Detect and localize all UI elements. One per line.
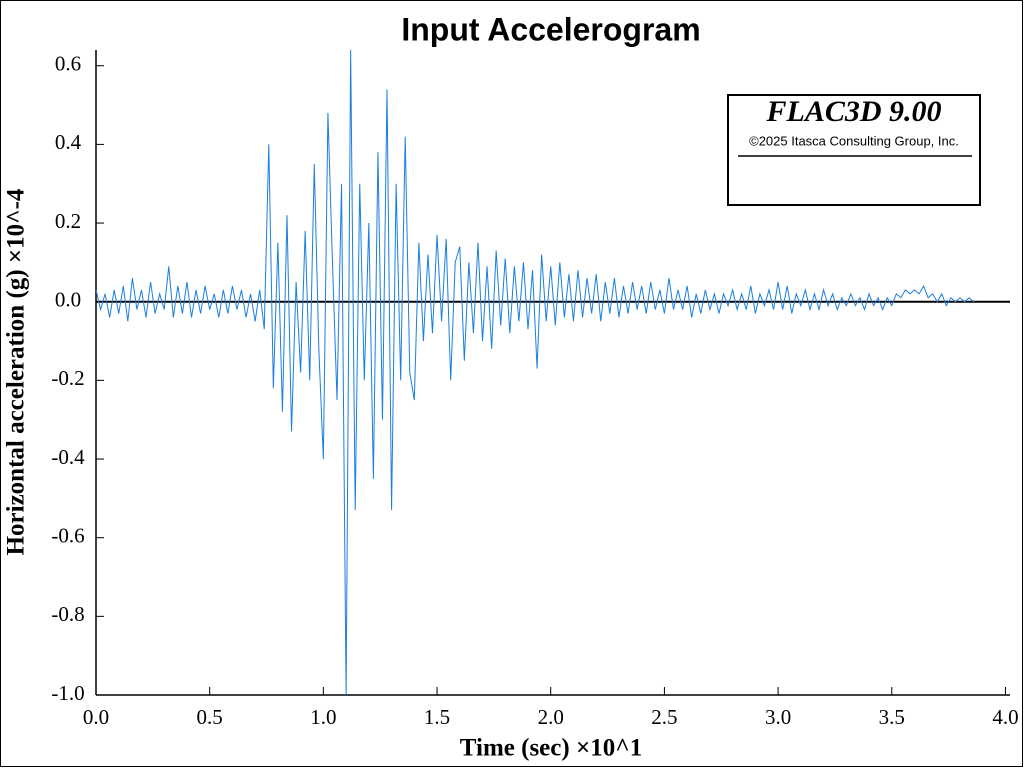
x-tick-label: 3.0 bbox=[765, 705, 791, 729]
x-axis-label: Time (sec) ×10^1 bbox=[460, 735, 642, 762]
y-tick-label: -0.6 bbox=[51, 523, 84, 547]
y-axis-label: Horizontal acceleration (g) ×10^-4 bbox=[3, 188, 30, 555]
y-tick-label: -1.0 bbox=[51, 681, 84, 705]
data-line bbox=[95, 49, 974, 696]
y-tick-label: -0.4 bbox=[51, 445, 85, 469]
x-tick-label: 4.0 bbox=[992, 705, 1018, 729]
y-tick-label: 0.4 bbox=[55, 130, 82, 154]
legend-box bbox=[727, 94, 981, 206]
y-tick-label: 0.0 bbox=[55, 288, 81, 312]
x-tick-label: 1.5 bbox=[424, 705, 450, 729]
y-tick-label: 0.6 bbox=[55, 52, 81, 76]
y-tick-label: -0.8 bbox=[51, 602, 84, 626]
x-tick-label: 3.5 bbox=[879, 705, 905, 729]
x-tick-label: 0.5 bbox=[197, 705, 223, 729]
y-tick-label: -0.2 bbox=[51, 366, 84, 390]
x-tick-label: 1.0 bbox=[310, 705, 336, 729]
legend-title: FLAC3D 9.00 bbox=[765, 95, 941, 128]
legend-subtitle: ©2025 Itasca Consulting Group, Inc. bbox=[749, 133, 959, 148]
x-tick-label: 2.5 bbox=[651, 705, 677, 729]
x-tick-label: 0.0 bbox=[83, 705, 109, 729]
y-tick-label: 0.2 bbox=[55, 209, 81, 233]
x-tick-label: 2.0 bbox=[538, 705, 564, 729]
chart-title: Input Accelerogram bbox=[401, 11, 700, 47]
